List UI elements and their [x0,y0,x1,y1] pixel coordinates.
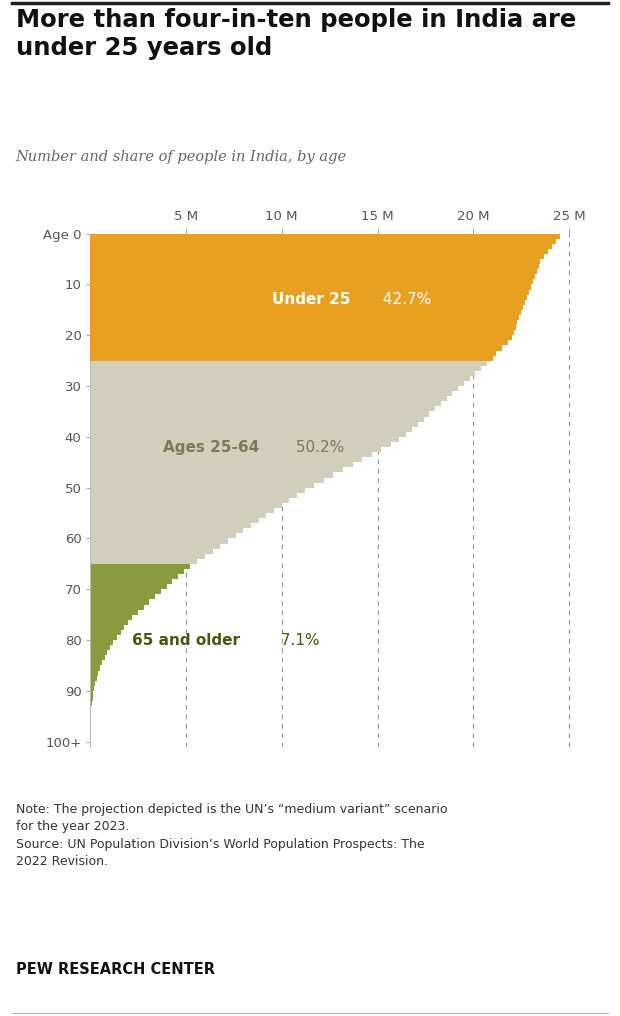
Text: 7.1%: 7.1% [276,633,319,647]
Text: Under 25: Under 25 [272,293,350,307]
Polygon shape [90,564,190,747]
Text: Note: The projection depicted is the UN’s “medium variant” scenario
for the year: Note: The projection depicted is the UN’… [16,803,447,868]
Polygon shape [90,361,487,564]
Text: More than four-in-ten people in India are
under 25 years old: More than four-in-ten people in India ar… [16,7,576,60]
Text: Number and share of people in India, by age: Number and share of people in India, by … [16,149,347,164]
Text: PEW RESEARCH CENTER: PEW RESEARCH CENTER [16,961,215,976]
Text: Ages 25-64: Ages 25-64 [163,440,259,454]
Text: 50.2%: 50.2% [291,440,345,454]
Text: 42.7%: 42.7% [378,293,432,307]
Text: 65 and older: 65 and older [132,633,240,647]
Polygon shape [90,234,560,361]
